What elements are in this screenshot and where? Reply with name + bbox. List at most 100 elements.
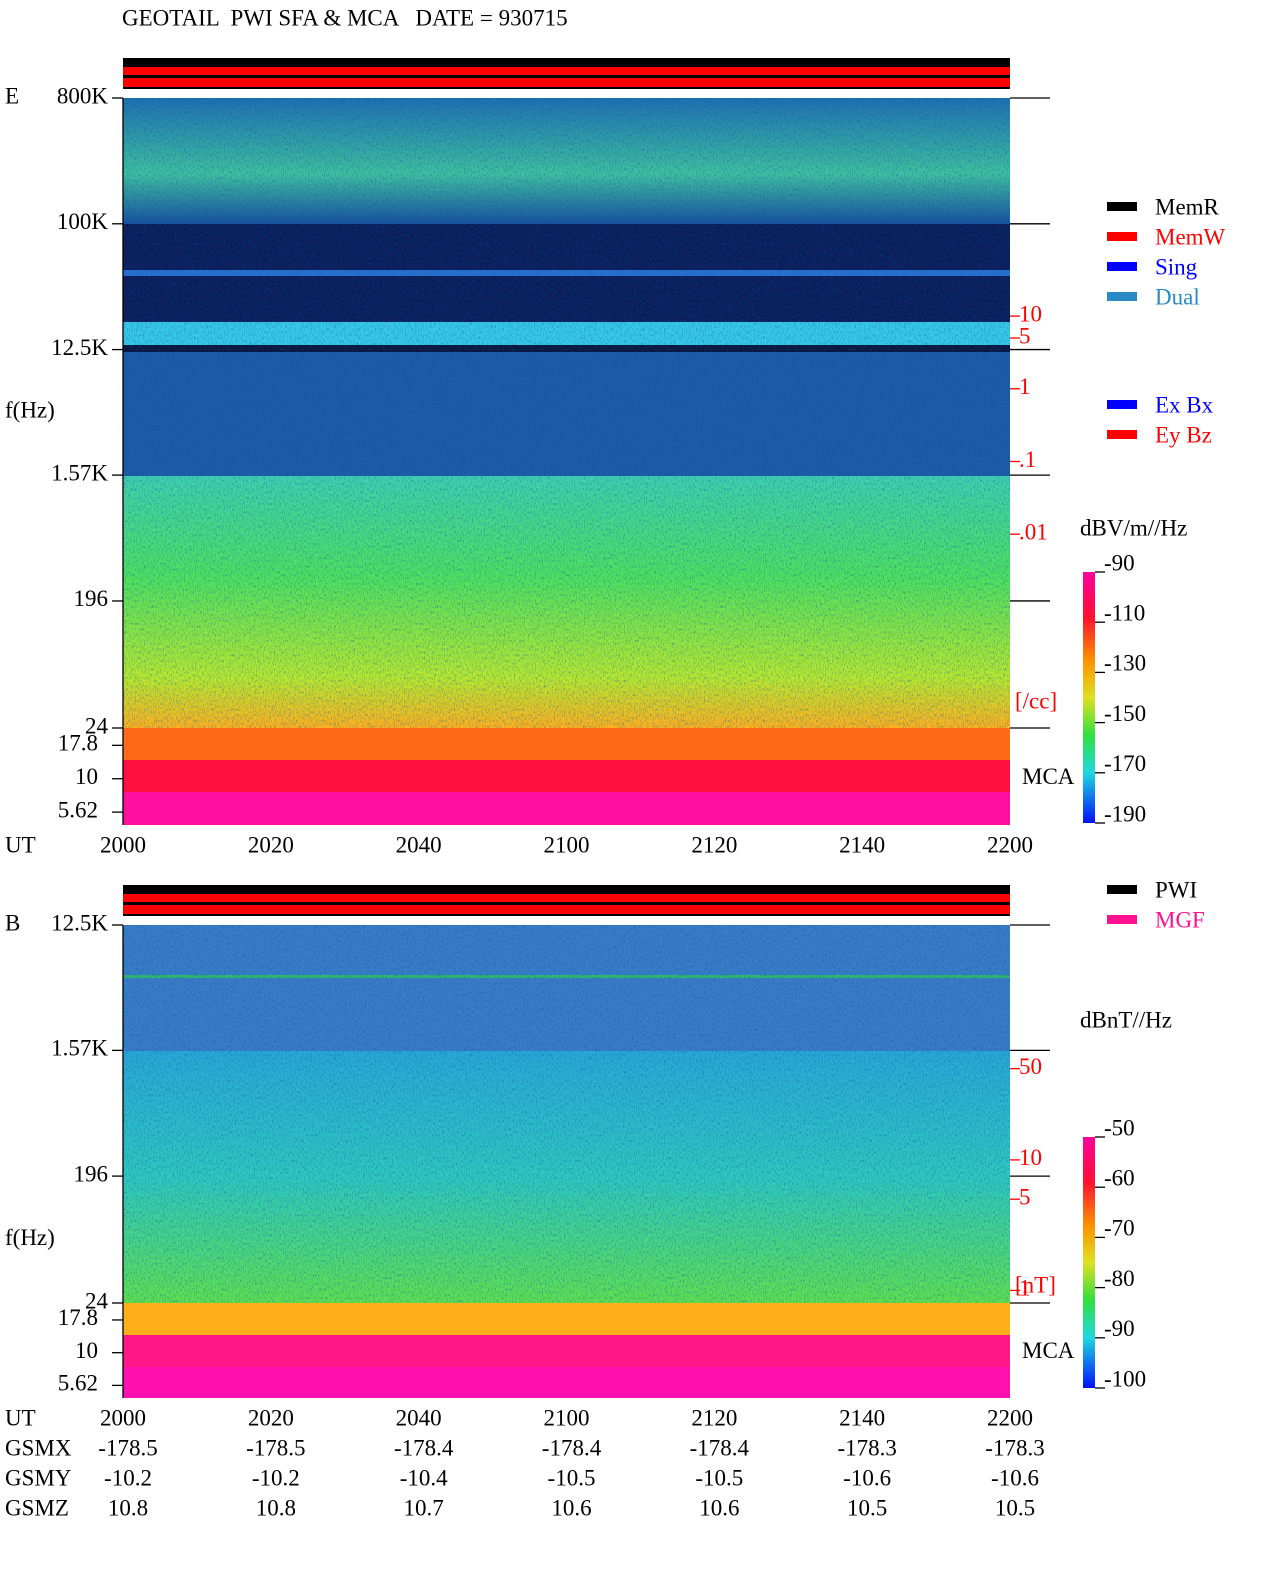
x-tick-label: 2200 (987, 832, 1033, 857)
spectrogram-band (123, 1367, 1010, 1398)
mca-tick-label: 17.8 (58, 1305, 98, 1330)
spectrogram-band (123, 728, 1010, 760)
x-tick-label: 2100 (544, 1405, 590, 1430)
orbit-value: -178.5 (98, 1435, 157, 1460)
colorbar-tick-label: -50 (1104, 1115, 1135, 1140)
y-tick-label: 1.57K (51, 460, 108, 485)
y-tick-label: 24 (85, 713, 109, 738)
spectrogram-band (123, 760, 1010, 792)
colorbar-tick-label: -80 (1104, 1266, 1135, 1291)
mca-label: MCA (1022, 1338, 1075, 1363)
orbit-value: 10.8 (108, 1495, 148, 1520)
y-tick-label: 24 (85, 1288, 109, 1313)
panel-label: B (5, 910, 20, 935)
y-tick-label: 12.5K (51, 335, 108, 360)
colorbar-tick-label: -90 (1104, 1316, 1135, 1341)
x-axis-label: UT (5, 1405, 36, 1430)
status-stripe (123, 894, 1010, 902)
x-axis-label: UT (5, 832, 36, 857)
x-tick-label: 2040 (396, 832, 442, 857)
orbit-value: -178.4 (542, 1435, 602, 1460)
colorbar-tick-label: -170 (1104, 751, 1146, 776)
x-tick-label: 2020 (248, 832, 294, 857)
mca-tick-label: 17.8 (58, 731, 98, 756)
y2-tick-label: 10 (1019, 1145, 1042, 1170)
spectrogram-band (123, 792, 1010, 825)
orbit-value: -10.2 (104, 1465, 152, 1490)
y-axis-label: f(Hz) (5, 1225, 55, 1250)
colorbar (1083, 1137, 1095, 1388)
colorbar-tick-label: -150 (1104, 701, 1146, 726)
orbit-value: 10.6 (699, 1495, 739, 1520)
y2-tick-label: 50 (1019, 1054, 1042, 1079)
y-tick-label: 1.57K (51, 1036, 108, 1061)
spectrogram-band (123, 1303, 1010, 1335)
orbit-value: -10.5 (548, 1465, 596, 1490)
orbit-value: -178.3 (985, 1435, 1044, 1460)
orbit-value: -10.6 (991, 1465, 1039, 1490)
colorbar-tick-label: -70 (1104, 1216, 1135, 1241)
legend-swatch (1107, 292, 1137, 301)
orbit-value: 10.8 (256, 1495, 296, 1520)
y-tick-label: 100K (57, 209, 109, 234)
mca-tick-label: 5.62 (58, 797, 98, 822)
orbit-value: 10.5 (995, 1495, 1035, 1520)
legend-swatch (1107, 885, 1137, 894)
orbit-value: -178.4 (690, 1435, 750, 1460)
legend-swatch (1107, 202, 1137, 211)
x-tick-label: 2000 (100, 1405, 146, 1430)
chart-title: GEOTAIL PWI SFA & MCA DATE = 930715 (122, 5, 568, 30)
legend-label: Ey Bz (1155, 422, 1212, 447)
orbit-label: GSMY (5, 1465, 72, 1490)
spectrogram-noise (123, 98, 1010, 728)
legend-swatch (1107, 262, 1137, 271)
y-tick-label: 196 (74, 586, 109, 611)
orbit-label: GSMX (5, 1435, 72, 1460)
y2-tick-label: 1 (1019, 1276, 1031, 1301)
spectrogram-noise (123, 925, 1010, 1303)
y2-label: [nT] (1015, 1272, 1056, 1297)
x-tick-label: 2020 (248, 1405, 294, 1430)
y2-tick-label: 10 (1019, 301, 1042, 326)
orbit-value: -10.4 (400, 1465, 448, 1490)
legend-swatch (1107, 430, 1137, 439)
orbit-value: 10.6 (551, 1495, 591, 1520)
status-stripe (123, 67, 1010, 75)
legend-label: MGF (1155, 907, 1205, 932)
spectrogram-band (123, 1335, 1010, 1367)
legend-label: MemR (1155, 194, 1220, 219)
status-stripe (123, 905, 1010, 914)
colorbar-label: dBnT//Hz (1080, 1007, 1172, 1032)
x-tick-label: 2140 (839, 832, 885, 857)
orbit-value: 10.5 (847, 1495, 887, 1520)
colorbar-tick-label: -90 (1104, 550, 1135, 575)
y-axis-label: f(Hz) (5, 398, 55, 423)
colorbar-tick-label: -100 (1104, 1366, 1146, 1391)
legend-label: Dual (1155, 284, 1200, 309)
mca-tick-label: 10 (75, 764, 98, 789)
orbit-value: -10.2 (252, 1465, 300, 1490)
y2-tick-label: 5 (1019, 323, 1031, 348)
colorbar (1083, 572, 1095, 823)
y-tick-label: 800K (57, 83, 109, 108)
colorbar-tick-label: -60 (1104, 1165, 1135, 1190)
orbit-label: GSMZ (5, 1495, 69, 1520)
x-tick-label: 2140 (839, 1405, 885, 1430)
orbit-value: -178.4 (394, 1435, 454, 1460)
y2-tick-label: 5 (1019, 1184, 1031, 1209)
y2-tick-label: .01 (1019, 519, 1048, 544)
colorbar-label: dBV/m//Hz (1080, 515, 1187, 540)
legend-swatch (1107, 232, 1137, 241)
legend-swatch (1107, 400, 1137, 409)
y2-tick-label: .1 (1019, 447, 1036, 472)
y2-label: [/cc] (1015, 688, 1057, 713)
y-tick-label: 196 (74, 1161, 109, 1186)
x-tick-label: 2100 (544, 832, 590, 857)
x-tick-label: 2120 (691, 1405, 737, 1430)
orbit-value: -178.3 (837, 1435, 896, 1460)
mca-label: MCA (1022, 764, 1075, 789)
colorbar-tick-label: -190 (1104, 801, 1146, 826)
legend-label: PWI (1155, 877, 1197, 902)
legend-label: Ex Bx (1155, 392, 1214, 417)
